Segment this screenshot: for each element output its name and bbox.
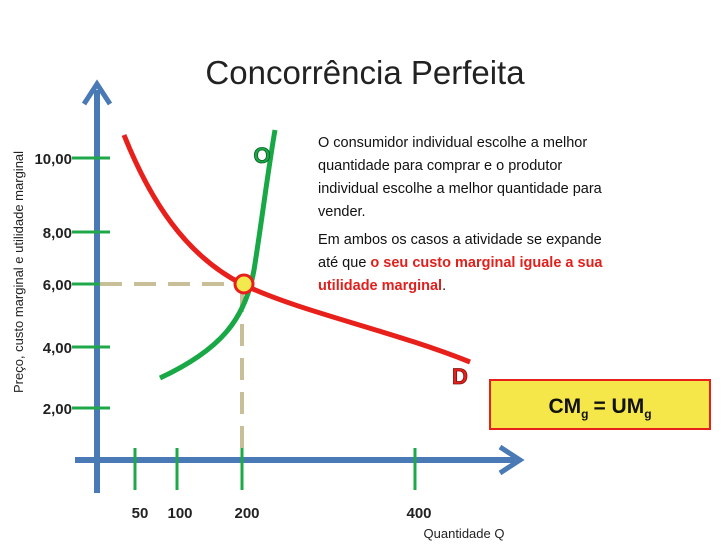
y-tick-marks — [72, 156, 110, 410]
x-tick-label: 200 — [234, 505, 259, 522]
title: Concorrência Perfeita — [205, 54, 525, 91]
y-axis-arrow — [81, 79, 113, 106]
equilibrium-point — [233, 273, 255, 295]
text: até que — [318, 255, 370, 271]
y-tick-label: 4,00 — [43, 340, 72, 357]
eq-sub: g — [644, 407, 651, 421]
supply-curve — [158, 129, 278, 381]
x-axis-arrow — [498, 444, 525, 476]
text: . — [442, 278, 446, 294]
paragraph-line: O consumidor individual escolhe a melhor — [318, 135, 587, 151]
y-tick-label: 8,00 — [43, 225, 72, 242]
highlight: utilidade marginal — [318, 278, 442, 294]
x-tick-label: 100 — [167, 505, 192, 522]
paragraph-line: utilidade marginal. — [318, 278, 446, 294]
x-tick-label: 400 — [406, 505, 431, 522]
x-axis-label: Quantidade Q — [424, 526, 505, 541]
y-axis-label: Preço, custo marginal e utilidade margin… — [11, 151, 26, 393]
x-tick-label: 50 — [132, 505, 149, 522]
eq-sub: g — [581, 407, 588, 421]
paragraph-line: vender. — [318, 204, 366, 220]
x-tick-marks — [133, 448, 417, 490]
paragraph-line: até que o seu custo marginal iguale a su… — [318, 255, 603, 271]
supply-label: O — [253, 143, 270, 168]
y-tick-label: 10,00 — [34, 151, 72, 168]
paragraph-line: quantidade para comprar e o produtor — [318, 158, 562, 174]
highlight: o seu custo marginal iguale a sua — [370, 255, 603, 271]
y-tick-label: 2,00 — [43, 401, 72, 418]
paragraph-line: individual escolhe a melhor quantidade p… — [318, 181, 603, 197]
paragraph-line: Em ambos os casos a atividade se expande — [318, 232, 602, 248]
equation-box — [489, 379, 711, 430]
equation: CMg = UMg — [548, 395, 651, 421]
demand-label: D — [452, 364, 468, 389]
y-tick-label: 6,00 — [43, 277, 72, 294]
eq-left: CM — [548, 395, 581, 418]
eq-right: = UM — [593, 395, 644, 418]
